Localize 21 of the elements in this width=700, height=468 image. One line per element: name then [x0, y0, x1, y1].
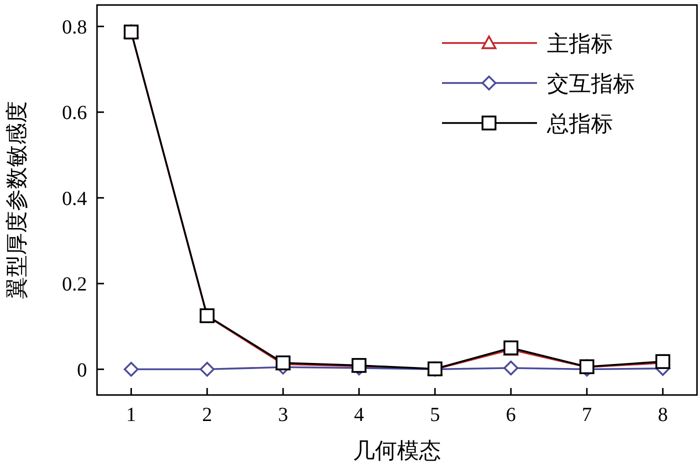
- x-tick-label: 2: [202, 404, 212, 426]
- y-tick-label: 0.8: [62, 16, 87, 38]
- x-tick-label: 7: [582, 404, 592, 426]
- legend-label: 总指标: [546, 111, 613, 136]
- x-tick-label: 1: [126, 404, 136, 426]
- point: [200, 362, 215, 377]
- y-axis-title: 翼型厚度参数敏感度: [4, 101, 29, 299]
- y-tick-label: 0.2: [62, 274, 87, 296]
- x-tick-label: 6: [506, 404, 516, 426]
- point: [124, 362, 139, 377]
- y-tick-label: 0: [77, 359, 87, 382]
- x-axis-title: 几何模态: [353, 438, 441, 463]
- x-tick-label: 8: [658, 404, 668, 426]
- y-tick-label: 0.4: [62, 188, 87, 210]
- x-tick-label: 4: [354, 404, 364, 426]
- y-tick-label: 0.6: [62, 102, 87, 124]
- x-tick-label: 5: [430, 404, 440, 426]
- x-tick-label: 3: [278, 404, 288, 426]
- legend-label: 交互指标: [547, 71, 635, 96]
- point: [504, 360, 518, 376]
- legend-label: 主指标: [547, 31, 613, 56]
